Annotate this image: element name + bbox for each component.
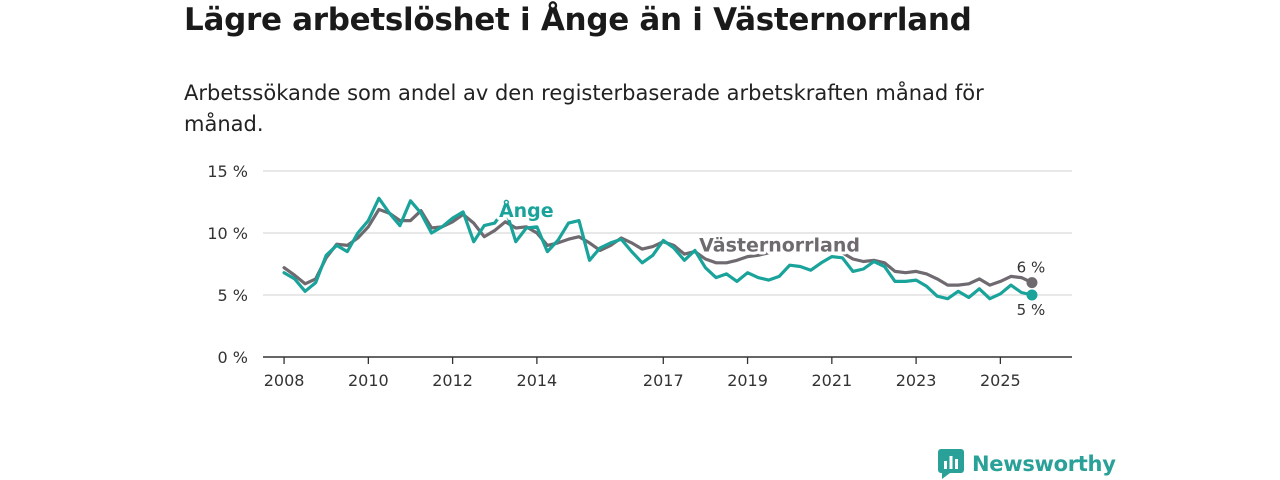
- y-tick-label: 15 %: [207, 162, 248, 181]
- series-label-ange: Ånge: [499, 198, 554, 222]
- newsworthy-logo-icon: [938, 449, 964, 479]
- x-tick-label: 2014: [517, 371, 558, 390]
- series-line-vasternorrland: [282, 207, 1034, 287]
- x-axis-ticks: 2008 2010 2012 2014 2017 2019 2021 2023 2025: [264, 357, 1021, 390]
- end-value-label: 5 %: [1017, 301, 1046, 319]
- x-tick-label: 2019: [727, 371, 768, 390]
- series-labels: Västernorrland 6 % Ånge 5 %: [496, 195, 1046, 319]
- newsworthy-logo[interactable]: Newsworthy: [938, 449, 1116, 479]
- x-tick-label: 2023: [896, 371, 937, 390]
- x-tick-label: 2025: [980, 371, 1021, 390]
- series-line-ange: [282, 196, 1034, 301]
- x-tick-label: 2021: [811, 371, 852, 390]
- series-endpoint: [1026, 277, 1038, 289]
- series-endpoint: [1026, 289, 1038, 301]
- chart-title: Lägre arbetslöshet i Ånge än i Västernor…: [184, 2, 972, 38]
- newsworthy-logo-text: Newsworthy: [972, 452, 1116, 476]
- chart-subtitle: Arbetssökande som andel av den registerb…: [184, 81, 984, 136]
- series-label-vasternorrland: Västernorrland: [699, 235, 860, 257]
- x-tick-label: 2012: [432, 371, 473, 390]
- x-tick-label: 2008: [264, 371, 305, 390]
- gridlines: [263, 170, 1072, 358]
- x-tick-label: 2017: [643, 371, 684, 390]
- x-tick-label: 2010: [348, 371, 389, 390]
- series-lines: [282, 196, 1038, 301]
- y-tick-label: 10 %: [207, 224, 248, 243]
- y-tick-label: 5 %: [218, 286, 248, 305]
- y-axis-ticks: 0 % 5 % 10 % 15 %: [207, 162, 248, 367]
- end-value-label: 6 %: [1017, 259, 1046, 277]
- y-tick-label: 0 %: [218, 348, 248, 367]
